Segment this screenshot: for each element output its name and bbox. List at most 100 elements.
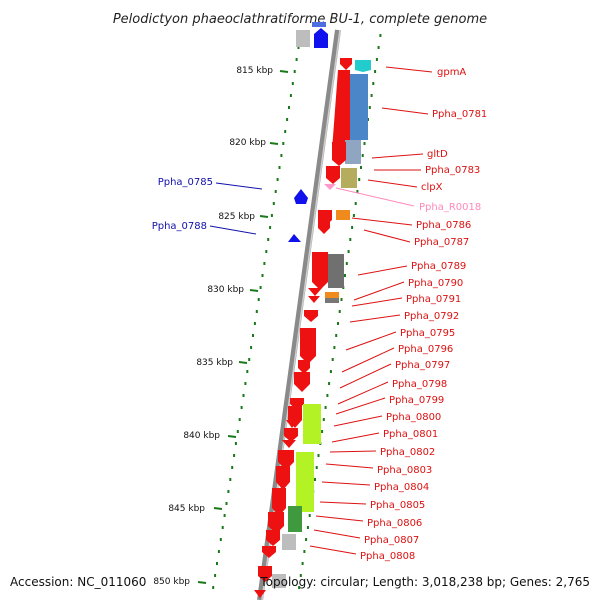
- tick-label: 845 kbp: [168, 504, 205, 514]
- guide-dot-right: [379, 34, 382, 37]
- gene-arrow-reverse-ppha0788: [288, 234, 301, 242]
- gene-arrow-forward-ppha0800: [286, 420, 298, 428]
- gene-label-ppha-0808: Ppha_0808: [360, 551, 415, 562]
- guide-dot-right: [338, 310, 341, 313]
- gene-label-clpx: clpX: [421, 182, 443, 193]
- guide-dot-right: [331, 358, 334, 361]
- gene-arrow-reverse: [314, 28, 328, 48]
- gene-label-ppha-0801: Ppha_0801: [383, 429, 438, 440]
- gene-block-lightgrey: [282, 534, 296, 550]
- tick-label: 835 kbp: [196, 358, 233, 368]
- guide-dot-right: [370, 94, 373, 97]
- leader-line: [341, 347, 395, 373]
- guide-dot-right: [372, 82, 375, 85]
- guide-dot-left: [250, 346, 253, 349]
- gene-arrow-forward-ppha0803: [278, 450, 294, 470]
- tick-mark: [249, 289, 259, 292]
- guide-dot-right: [351, 226, 354, 229]
- gene-label-ppha-0790: Ppha_0790: [408, 278, 463, 289]
- gene-label-ppha-0783: Ppha_0783: [425, 165, 480, 176]
- leader-line: [351, 217, 413, 226]
- leader-line: [357, 265, 408, 276]
- gene-label-ppha-0800: Ppha_0800: [386, 412, 441, 423]
- gene-arrow-forward-ppha0783: [326, 166, 340, 184]
- rna-gene-ppha-r0018: [324, 184, 336, 190]
- leader-line: [319, 501, 367, 505]
- guide-dot-right: [361, 154, 364, 157]
- tick-mark: [269, 142, 279, 145]
- leader-line: [321, 481, 371, 486]
- leader-line: [309, 545, 357, 555]
- guide-dot-right: [305, 538, 308, 541]
- gene-label-gltd: gltD: [427, 149, 448, 160]
- leader-line: [325, 463, 374, 469]
- guide-dot-left: [293, 70, 296, 73]
- guide-dot-right: [337, 322, 339, 325]
- gene-block-grey: [296, 30, 310, 47]
- tick-mark: [259, 215, 269, 218]
- leader-line: [315, 515, 364, 522]
- guide-dot-left: [276, 178, 279, 181]
- guide-dot-right: [321, 430, 324, 433]
- gene-arrow-forward-ppha0808: [262, 546, 276, 558]
- gene-label-ppha-0786: Ppha_0786: [416, 220, 471, 231]
- guide-dot-left: [295, 58, 298, 61]
- guide-dot-left: [248, 358, 251, 361]
- guide-dot-right: [335, 334, 338, 337]
- guide-dot-left: [223, 514, 226, 517]
- guide-dot-right: [299, 574, 302, 577]
- guide-dot-left: [225, 502, 228, 505]
- gene-label-gpma: gpmA: [437, 67, 466, 78]
- guide-dot-left: [261, 274, 264, 277]
- tick-mark: [227, 435, 237, 438]
- guide-dot-left: [270, 214, 273, 217]
- guide-dot-left: [252, 334, 254, 337]
- tick-label: 850 kbp: [153, 577, 190, 587]
- gene-label-ppha-0802: Ppha_0802: [380, 447, 435, 458]
- gene-block-orange: [336, 210, 350, 220]
- guide-dot-left: [236, 430, 239, 433]
- guide-dot-left: [289, 94, 292, 97]
- gene-arrow-forward-ppha0787: [318, 220, 330, 234]
- gene-label-ppha-0796: Ppha_0796: [398, 344, 453, 355]
- guide-dot-left: [231, 466, 234, 469]
- guide-dot-left: [216, 562, 218, 565]
- gene-arrow-forward-ppha0802: [282, 440, 296, 448]
- tick-label: 820 kbp: [229, 138, 266, 148]
- gene-label-ppha-0805: Ppha_0805: [370, 500, 425, 511]
- guide-dot-right: [315, 466, 318, 469]
- leader-line: [349, 314, 401, 323]
- guide-dot-left: [238, 418, 241, 421]
- gene-block-lime: [303, 404, 321, 444]
- gene-block-darkgrey: [328, 254, 344, 288]
- guide-dot-right: [345, 262, 348, 265]
- gene-label-ppha-r0018: Ppha_R0018: [419, 202, 481, 213]
- gene-block-green: [288, 506, 302, 532]
- guide-dot-left: [233, 454, 236, 457]
- guide-dot-left: [214, 574, 217, 577]
- guide-dot-left: [272, 202, 275, 205]
- leader-line: [345, 331, 397, 351]
- guide-dot-right: [363, 142, 366, 145]
- guide-dot-right: [360, 166, 362, 169]
- guide-dot-right: [328, 382, 331, 385]
- gene-arrow-forward-ppha0797: [294, 372, 310, 392]
- gene-label-ppha-0788: Ppha_0788: [152, 221, 207, 232]
- gene-block-olive: [341, 168, 357, 188]
- guide-dot-right: [340, 298, 343, 301]
- map-title: Pelodictyon phaeoclathratiforme BU-1, co…: [113, 12, 487, 27]
- gene-label-ppha-0797: Ppha_0797: [395, 360, 450, 371]
- guide-dot-left: [212, 586, 215, 589]
- guide-dot-right: [356, 190, 359, 193]
- guide-dot-left: [244, 382, 247, 385]
- gene-arrow-forward-ppha0806: [268, 512, 284, 534]
- guide-dot-right: [306, 526, 309, 529]
- tick-mark: [197, 581, 207, 584]
- leader-line: [209, 225, 257, 235]
- guide-dot-left: [253, 322, 256, 325]
- gene-arrow-forward-bottom: [258, 566, 272, 582]
- guide-dot-left: [227, 490, 230, 493]
- leader-line: [363, 229, 411, 243]
- guide-dot-right: [375, 58, 378, 61]
